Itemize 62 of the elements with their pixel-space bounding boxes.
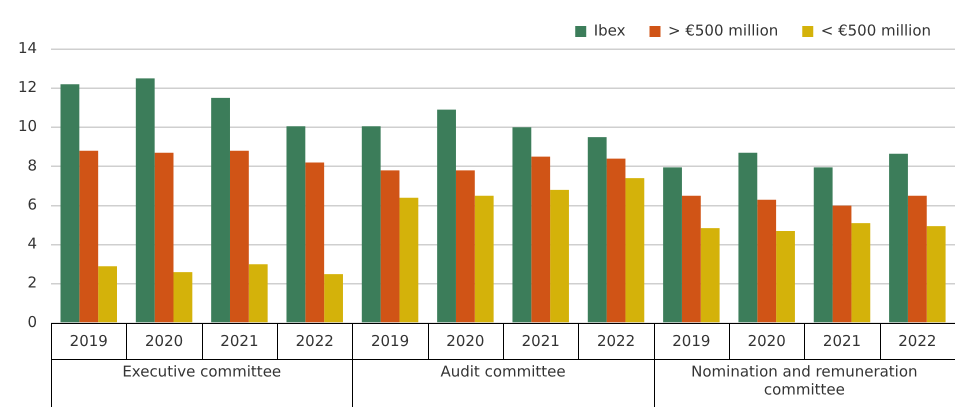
text: Audit committee <box>440 362 566 380</box>
bar <box>380 170 400 322</box>
bar <box>832 206 852 322</box>
text: Executive committee <box>122 362 282 380</box>
bar <box>588 137 607 322</box>
bar <box>399 198 418 322</box>
legend-label: Ibex <box>594 21 626 40</box>
x-tick-label: 2022 <box>898 332 936 350</box>
bar <box>757 200 776 322</box>
x-tick-label: 2021 <box>522 332 560 350</box>
bar <box>456 170 475 322</box>
bar <box>663 167 682 322</box>
bar <box>606 158 626 322</box>
text: Nomination and remuneration committee <box>691 362 918 398</box>
bar <box>682 196 701 322</box>
bar <box>154 152 174 322</box>
bar <box>512 127 532 322</box>
bar <box>738 152 758 322</box>
x-tick-label: 2022 <box>296 332 334 350</box>
bar <box>324 274 343 322</box>
bar <box>248 264 268 322</box>
bar <box>700 228 720 322</box>
legend-label: < €500 million <box>820 21 932 40</box>
x-tick-label: 2021 <box>220 332 258 350</box>
bar <box>776 231 795 322</box>
x-tick-label: 2021 <box>822 332 862 350</box>
bar <box>60 84 80 322</box>
bar <box>362 126 381 322</box>
bar <box>531 156 550 322</box>
y-tick-label: 2 <box>28 274 38 292</box>
bar <box>625 178 644 322</box>
x-tick-label: 2020 <box>748 332 786 350</box>
x-tick-label: 2020 <box>144 332 184 350</box>
x-tick-label: 2019 <box>70 332 108 350</box>
bar <box>474 196 494 322</box>
y-tick-label: 8 <box>28 156 38 174</box>
bar <box>550 190 569 322</box>
y-tick-label: 12 <box>18 78 38 96</box>
bar <box>814 167 833 322</box>
y-tick-label: 4 <box>28 234 38 253</box>
bar <box>173 272 192 322</box>
bar <box>230 150 249 322</box>
bar <box>889 154 908 322</box>
bar <box>79 150 98 322</box>
y-tick-label: 10 <box>18 117 38 136</box>
x-tick-label: 2022 <box>596 332 636 350</box>
bar <box>286 126 306 322</box>
legend-label: > €500 million <box>668 21 778 40</box>
bar <box>98 266 117 322</box>
x-tick-label: 2019 <box>370 332 410 350</box>
y-tick-label: 6 <box>28 195 38 214</box>
bar <box>926 226 946 322</box>
bar <box>437 110 456 322</box>
y-tick-label: 0 <box>28 312 38 331</box>
bar <box>908 196 927 322</box>
y-tick-label: 14 <box>18 38 38 57</box>
bar <box>851 223 870 322</box>
bar <box>136 78 155 322</box>
x-tick-label: 2019 <box>672 332 710 350</box>
x-tick-label: 2020 <box>446 332 484 350</box>
bar <box>211 98 230 322</box>
bar <box>305 162 324 322</box>
